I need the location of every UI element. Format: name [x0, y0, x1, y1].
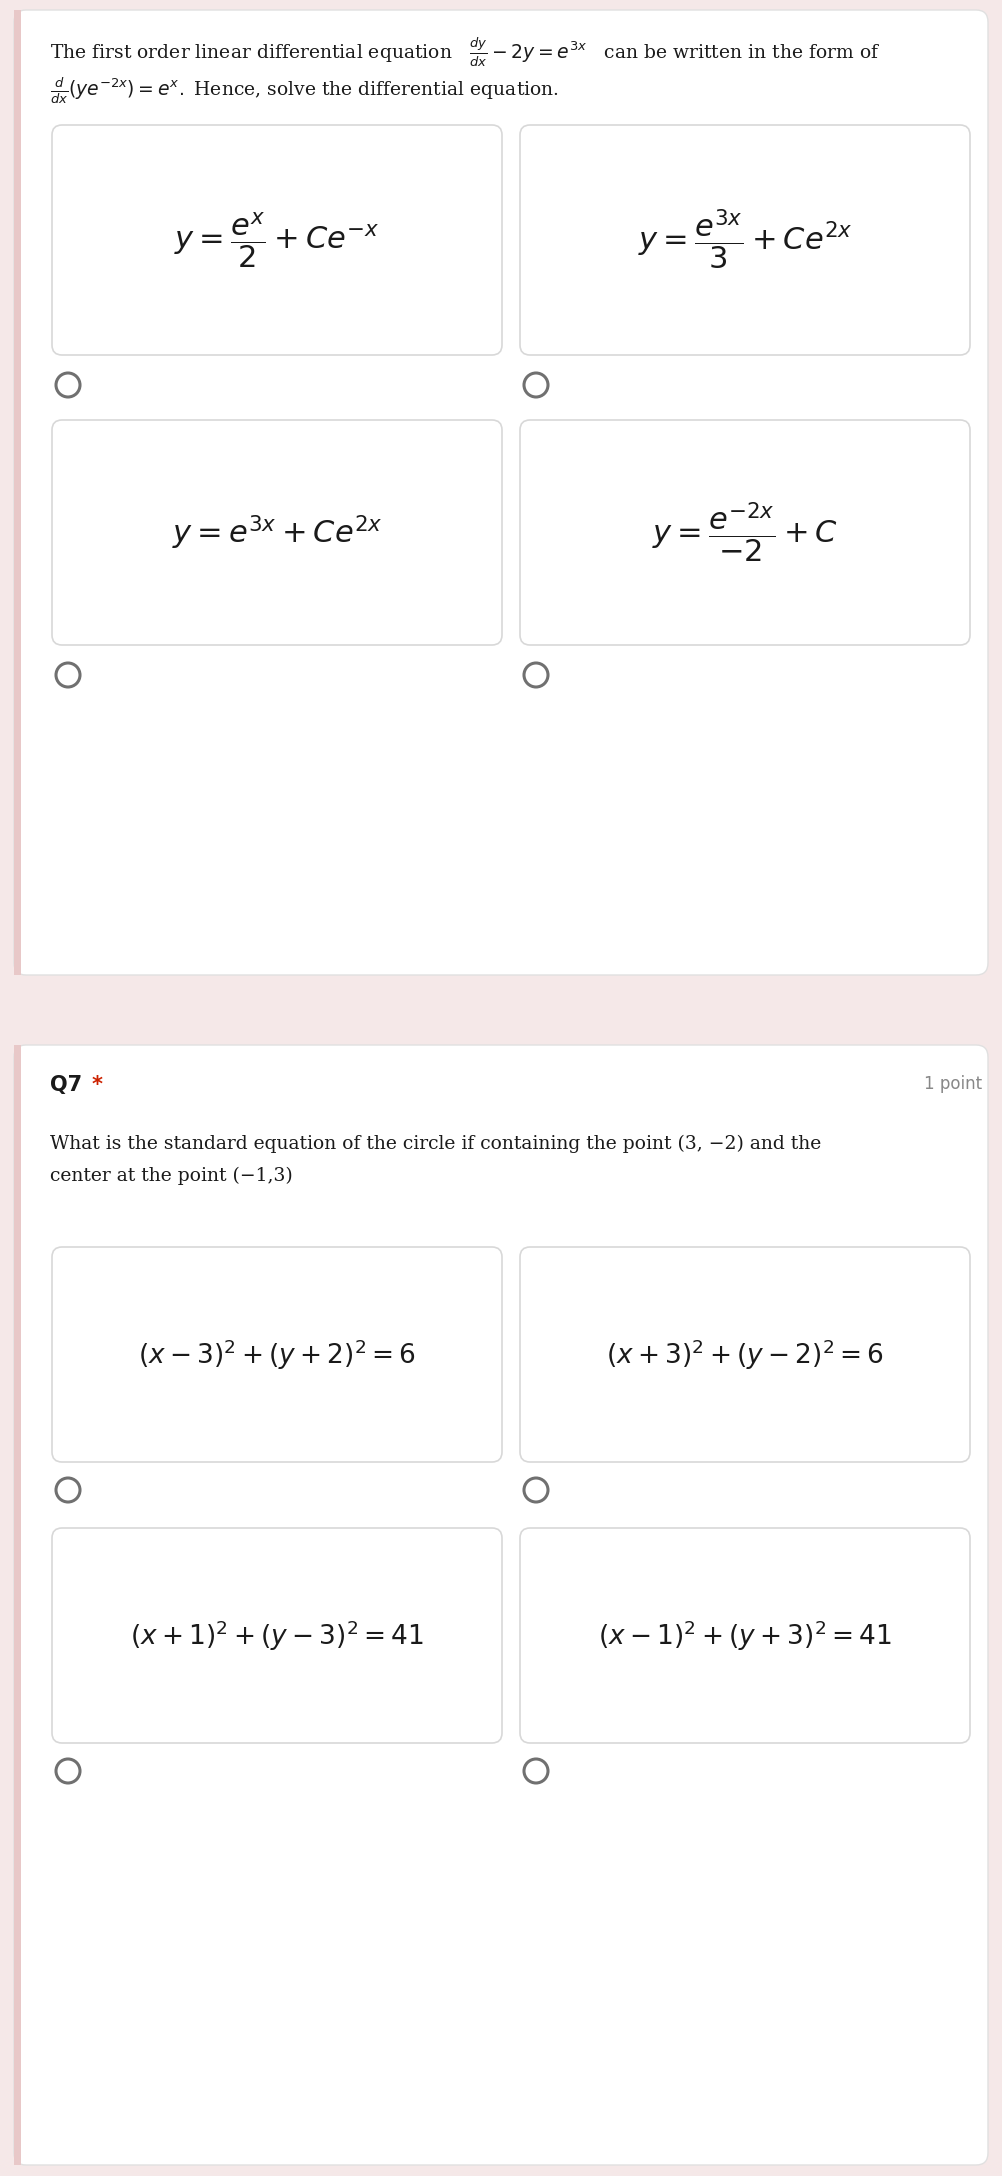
FancyBboxPatch shape — [520, 420, 970, 644]
FancyBboxPatch shape — [14, 1044, 21, 2165]
Text: $y = \dfrac{e^{-2x}}{-2} + C$: $y = \dfrac{e^{-2x}}{-2} + C$ — [652, 500, 838, 564]
FancyBboxPatch shape — [520, 1528, 970, 1743]
FancyBboxPatch shape — [14, 11, 21, 975]
Text: $y = \dfrac{e^{3x}}{3} + Ce^{2x}$: $y = \dfrac{e^{3x}}{3} + Ce^{2x}$ — [637, 209, 853, 272]
Text: center at the point (−1,3): center at the point (−1,3) — [50, 1166, 293, 1186]
Text: 1 point: 1 point — [924, 1075, 982, 1092]
Text: What is the standard equation of the circle if containing the point (3, −2) and : What is the standard equation of the cir… — [50, 1136, 822, 1153]
FancyBboxPatch shape — [52, 420, 502, 644]
FancyBboxPatch shape — [52, 1247, 502, 1462]
FancyBboxPatch shape — [52, 1528, 502, 1743]
Text: Q7: Q7 — [50, 1075, 89, 1095]
Text: $(x-1)^2 + (y+3)^2 = 41$: $(x-1)^2 + (y+3)^2 = 41$ — [598, 1619, 892, 1654]
FancyBboxPatch shape — [14, 1044, 988, 2165]
Text: $(x-3)^2 + (y+2)^2 = 6$: $(x-3)^2 + (y+2)^2 = 6$ — [138, 1338, 416, 1371]
Text: $(x+3)^2 + (y-2)^2 = 6$: $(x+3)^2 + (y-2)^2 = 6$ — [606, 1338, 884, 1371]
Text: $\frac{d}{dx}(ye^{-2x}) = e^{x}$$.$ Hence, solve the differential equation.: $\frac{d}{dx}(ye^{-2x}) = e^{x}$$.$ Henc… — [50, 74, 559, 107]
FancyBboxPatch shape — [14, 11, 988, 975]
FancyBboxPatch shape — [52, 124, 502, 355]
Text: *: * — [92, 1075, 103, 1095]
FancyBboxPatch shape — [520, 124, 970, 355]
Text: $(x+1)^2 + (y-3)^2 = 41$: $(x+1)^2 + (y-3)^2 = 41$ — [130, 1619, 424, 1654]
Text: $y = \dfrac{e^{x}}{2} + Ce^{-x}$: $y = \dfrac{e^{x}}{2} + Ce^{-x}$ — [174, 211, 380, 270]
Text: The first order linear differential equation   $\frac{dy}{dx} - 2y = e^{3x}$   c: The first order linear differential equa… — [50, 35, 881, 70]
Text: $y = e^{3x} + Ce^{2x}$: $y = e^{3x} + Ce^{2x}$ — [171, 514, 383, 553]
FancyBboxPatch shape — [520, 1247, 970, 1462]
